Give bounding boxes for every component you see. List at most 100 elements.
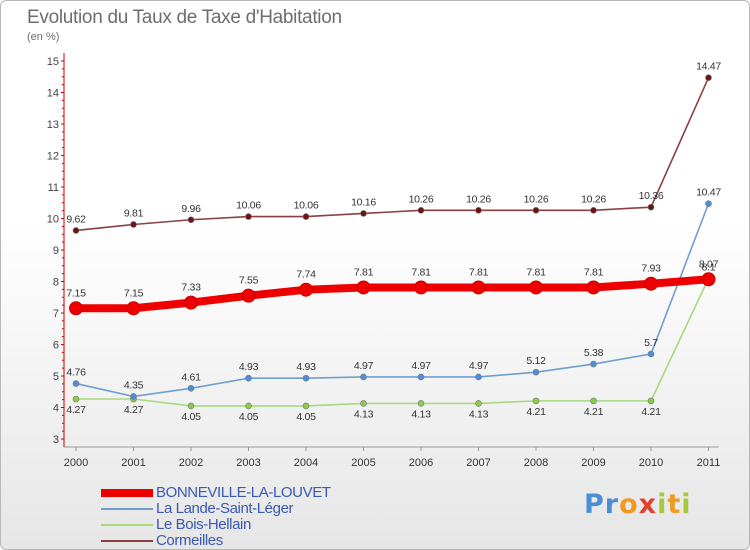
data-label: 7.74: [296, 269, 316, 281]
data-point: [72, 227, 80, 234]
y-tick-label: 13: [47, 119, 59, 131]
data-label: 4.97: [354, 360, 374, 372]
y-tick-label: 4: [53, 403, 59, 415]
data-label: 5.12: [526, 355, 546, 367]
data-point: [417, 400, 425, 407]
data-label: 4.27: [66, 404, 86, 416]
legend-label: Cormeilles: [156, 532, 223, 549]
proxiti-logo: Proxiti: [584, 489, 692, 520]
data-label: 8.07: [699, 258, 719, 270]
data-point: [705, 200, 712, 207]
series-line-2: [75, 277, 710, 407]
x-tick-label: 2000: [64, 457, 88, 469]
data-label: 14.47: [696, 61, 721, 73]
data-point: [417, 373, 425, 381]
data-label: 4.05: [296, 411, 316, 423]
legend-swatch-bonneville: [101, 485, 153, 501]
legend-label: BONNEVILLE-LA-LOUVET: [156, 484, 331, 501]
data-label: 4.13: [469, 408, 489, 420]
data-point: [475, 400, 482, 407]
data-label: 10.36: [639, 190, 664, 202]
data-label: 4.97: [411, 360, 431, 372]
data-point: [414, 280, 428, 295]
x-tick-label: 2006: [409, 457, 433, 469]
data-point: [184, 295, 198, 310]
y-tick-label: 5: [53, 371, 59, 383]
x-tick-label: 2007: [466, 457, 490, 469]
data-label: 7.15: [66, 287, 86, 299]
data-point: [644, 276, 658, 291]
legend-label: La Lande-Saint-Léger: [156, 500, 294, 517]
legend-swatch-la-lande: [101, 501, 153, 517]
series-line-1: [75, 202, 710, 398]
x-tick-label: 2003: [236, 457, 260, 469]
data-point: [647, 203, 655, 211]
data-point: [529, 280, 543, 295]
data-point: [302, 402, 310, 410]
data-point: [360, 400, 367, 407]
data-label: 10.16: [351, 196, 376, 208]
data-label: 7.81: [469, 266, 489, 278]
data-point: [130, 221, 137, 228]
data-point: [701, 272, 716, 287]
x-tick-label: 2011: [697, 457, 721, 469]
data-label: 4.35: [124, 379, 144, 391]
y-tick-label: 10: [47, 214, 59, 226]
data-label: 9.96: [181, 203, 201, 215]
series-line-0: [72, 275, 713, 313]
x-tick-label: 2008: [524, 457, 548, 469]
data-point: [245, 402, 252, 410]
y-tick-label: 7: [53, 308, 59, 320]
data-point: [705, 74, 712, 81]
data-label: 4.21: [526, 406, 546, 418]
data-label: 7.55: [239, 275, 259, 287]
data-point: [647, 350, 655, 358]
data-point: [302, 213, 310, 220]
chart-title: Evolution du Taux de Taxe d'Habitation: [27, 7, 342, 28]
data-point: [241, 288, 256, 303]
data-point: [590, 207, 597, 214]
data-label: 7.33: [181, 282, 201, 294]
data-label: 9.62: [66, 213, 86, 225]
data-label: 7.81: [411, 266, 431, 278]
data-label: 10.26: [409, 193, 434, 205]
y-tick-label: 8: [53, 277, 59, 289]
data-label: 7.81: [354, 266, 374, 278]
data-point: [72, 380, 80, 387]
data-point: [532, 397, 540, 405]
data-label: 4.97: [469, 360, 489, 372]
y-tick-label: 3: [53, 434, 59, 446]
data-label: 4.27: [124, 404, 144, 416]
data-point: [475, 373, 482, 381]
data-point: [187, 384, 195, 392]
data-point: [130, 393, 137, 400]
data-point: [245, 374, 252, 382]
x-tick-label: 2001: [121, 457, 145, 469]
data-point: [586, 280, 601, 295]
x-tick-label: 2009: [581, 457, 605, 469]
data-label: 4.76: [66, 367, 86, 379]
data-label: 4.93: [296, 361, 316, 373]
data-label: 9.81: [124, 207, 144, 219]
data-label: 4.05: [181, 411, 201, 423]
data-point: [532, 207, 540, 214]
y-tick-label: 12: [47, 151, 59, 163]
data-label: 4.21: [641, 406, 661, 418]
data-point: [187, 216, 195, 224]
data-point: [360, 210, 367, 217]
data-label: 10.06: [294, 200, 319, 212]
legend-label: Le Bois-Hellain: [156, 516, 251, 533]
legend-swatch-cormeilles: [101, 533, 153, 549]
data-point: [647, 397, 655, 405]
data-point: [532, 368, 540, 376]
data-label: 4.13: [354, 408, 374, 420]
data-label: 10.26: [581, 193, 606, 205]
y-tick-label: 9: [53, 245, 59, 257]
data-label: 7.93: [641, 263, 661, 275]
data-point: [471, 280, 486, 295]
data-label: 7.81: [526, 266, 546, 278]
y-tick-label: 15: [47, 56, 59, 68]
data-label: 4.21: [584, 406, 604, 418]
